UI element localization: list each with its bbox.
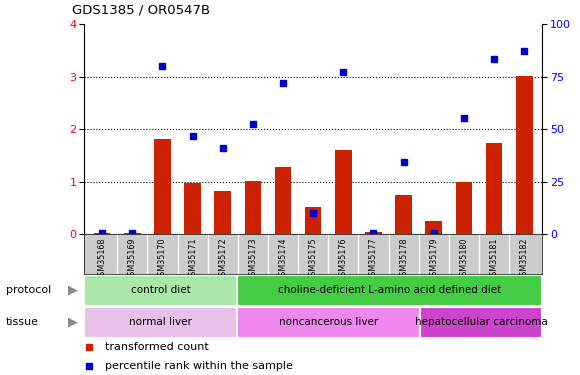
Text: hepatocellular carcinoma: hepatocellular carcinoma <box>415 317 548 327</box>
Bar <box>516 76 532 234</box>
Text: GSM35181: GSM35181 <box>490 237 499 281</box>
Text: GSM35179: GSM35179 <box>429 237 438 281</box>
Text: GSM35172: GSM35172 <box>218 237 227 281</box>
Bar <box>184 183 201 234</box>
Bar <box>215 191 231 234</box>
Text: GSM35173: GSM35173 <box>248 237 258 281</box>
Bar <box>237 275 542 306</box>
Text: GSM35178: GSM35178 <box>399 237 408 281</box>
Text: GSM35175: GSM35175 <box>309 237 318 281</box>
Text: percentile rank within the sample: percentile rank within the sample <box>105 361 292 370</box>
Text: control diet: control diet <box>130 285 190 295</box>
Bar <box>275 167 291 234</box>
Text: GSM35180: GSM35180 <box>459 237 469 281</box>
Text: GSM35171: GSM35171 <box>188 237 197 281</box>
Text: GSM35177: GSM35177 <box>369 237 378 281</box>
Text: ▶: ▶ <box>68 316 77 328</box>
Text: GSM35182: GSM35182 <box>520 237 529 281</box>
Bar <box>426 221 442 234</box>
Bar <box>305 207 321 234</box>
Text: transformed count: transformed count <box>105 342 208 352</box>
Text: ▶: ▶ <box>68 284 77 297</box>
Bar <box>237 307 420 338</box>
Text: GSM35174: GSM35174 <box>278 237 288 281</box>
Text: choline-deficient L-amino acid defined diet: choline-deficient L-amino acid defined d… <box>278 285 501 295</box>
Bar <box>245 181 261 234</box>
Bar <box>456 182 472 234</box>
Bar <box>420 307 542 338</box>
Text: GSM35169: GSM35169 <box>128 237 137 281</box>
Text: normal liver: normal liver <box>129 317 192 327</box>
Bar <box>84 275 237 306</box>
Text: GSM35168: GSM35168 <box>97 237 107 281</box>
Bar <box>94 233 110 234</box>
Text: GSM35170: GSM35170 <box>158 237 167 281</box>
Bar <box>396 195 412 234</box>
Text: tissue: tissue <box>6 317 39 327</box>
Bar <box>154 139 171 234</box>
Text: GDS1385 / OR0547B: GDS1385 / OR0547B <box>72 4 211 17</box>
Bar <box>365 232 382 234</box>
Text: GSM35176: GSM35176 <box>339 237 348 281</box>
Text: noncancerous liver: noncancerous liver <box>279 317 378 327</box>
Bar <box>486 142 502 234</box>
Bar <box>335 150 351 234</box>
Bar <box>84 307 237 338</box>
Text: protocol: protocol <box>6 285 51 295</box>
Bar <box>124 233 140 234</box>
